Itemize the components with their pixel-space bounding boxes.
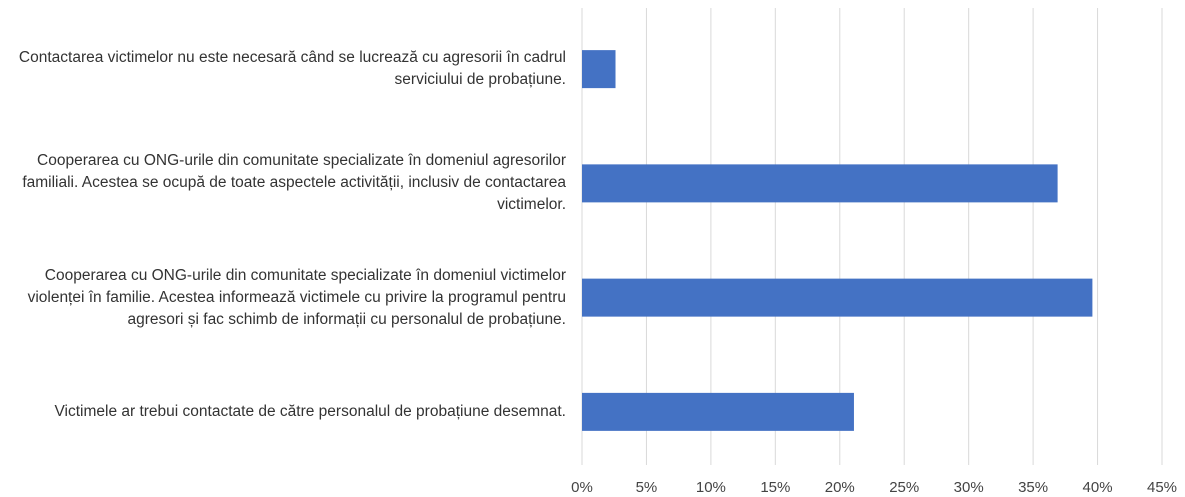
bar [582, 50, 616, 89]
y-tick-label: Contactarea victimelor nu este necesară … [18, 49, 566, 89]
x-tick-label: 45% [1147, 479, 1177, 496]
x-tick-label: 5% [636, 479, 658, 496]
x-tick-label: 40% [1083, 479, 1113, 496]
y-tick-label: Victimele ar trebui contactate de către … [54, 402, 566, 420]
x-tick-label: 15% [760, 479, 790, 496]
bar [582, 278, 1093, 317]
bar [582, 164, 1058, 203]
x-tick-label: 25% [889, 479, 919, 496]
x-tick-label: 10% [696, 479, 726, 496]
x-tick-label: 20% [825, 479, 855, 496]
y-tick-label: Cooperarea cu ONG-urile din comunitate s… [22, 152, 566, 214]
bar [582, 392, 854, 431]
y-tick-label: Cooperarea cu ONG-urile din comunitate s… [27, 266, 566, 328]
x-tick-label: 35% [1018, 479, 1048, 496]
x-tick-label: 0% [571, 479, 593, 496]
x-tick-label: 30% [954, 479, 984, 496]
